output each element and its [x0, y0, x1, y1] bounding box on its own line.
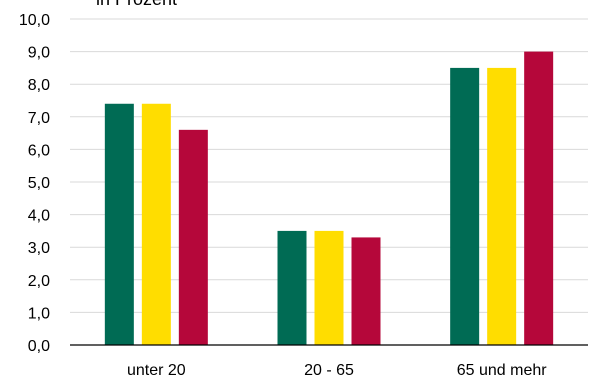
y-tick-label: 2,0	[28, 273, 50, 290]
x-tick-label: 65 und mehr	[457, 362, 548, 379]
x-tick-label: unter 20	[127, 362, 186, 379]
y-tick-label: 4,0	[28, 208, 50, 225]
bar-series-2-2	[314, 230, 344, 345]
bar-series-1-3	[450, 67, 480, 346]
bar-series-2-1	[141, 103, 171, 345]
bars	[104, 51, 554, 346]
y-tick-label: 1,0	[28, 305, 50, 322]
y-tick-label: 0,0	[28, 338, 50, 355]
y-tick-label: 3,0	[28, 240, 50, 257]
bar-series-1-1	[104, 103, 134, 345]
bar-series-2-3	[487, 67, 517, 346]
bar-series-3-1	[178, 129, 208, 345]
y-tick-label: 9,0	[28, 45, 50, 62]
y-axis-tick-labels: 0,0 1,0 2,0 3,0 4,0 5,0 6,0 7,0 8,0 9,0 10,0	[19, 12, 50, 355]
x-tick-label: 20 - 65	[304, 362, 354, 379]
y-tick-label: 7,0	[28, 110, 50, 127]
bar-series-3-2	[351, 237, 381, 345]
bar-series-1-2	[277, 230, 307, 345]
unit-label: in Prozent	[96, 0, 177, 9]
y-tick-label: 10,0	[19, 12, 50, 29]
y-tick-label: 8,0	[28, 77, 50, 94]
y-tick-label: 6,0	[28, 142, 50, 159]
bar-series-3-3	[524, 51, 554, 345]
x-axis-tick-labels: unter 20 20 - 65 65 und mehr	[127, 362, 547, 379]
y-tick-label: 5,0	[28, 175, 50, 192]
